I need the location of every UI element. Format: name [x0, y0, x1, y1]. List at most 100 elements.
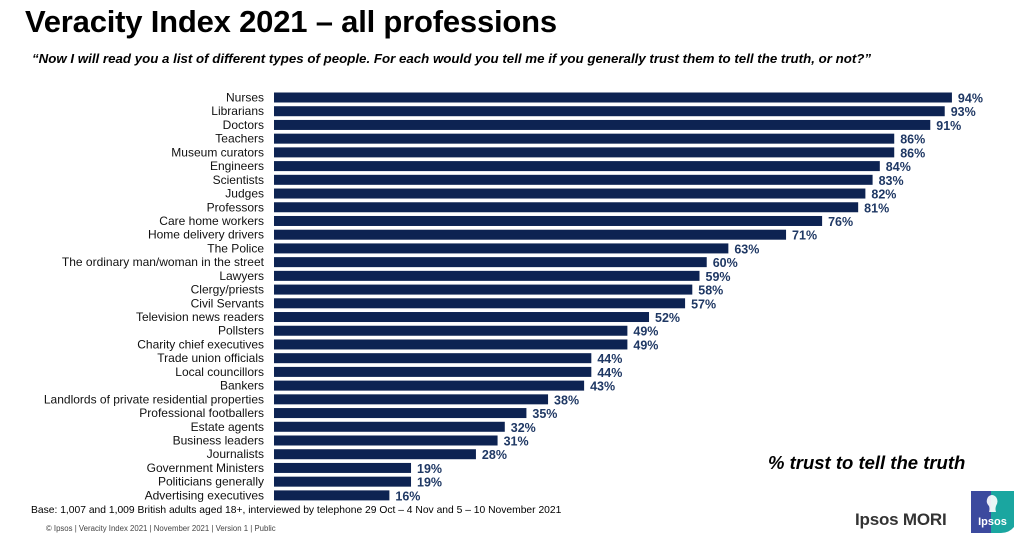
bar — [274, 119, 931, 130]
category-label: Clergy/priests — [191, 283, 264, 297]
value-label: 82% — [871, 188, 896, 202]
bar — [274, 353, 592, 364]
bar — [274, 339, 628, 350]
brand-name: Ipsos MORI — [855, 510, 947, 529]
category-label: Pollsters — [218, 324, 264, 338]
category-label: Journalists — [207, 447, 264, 461]
bar — [274, 284, 693, 295]
category-label: Judges — [225, 187, 264, 201]
bar — [274, 298, 686, 309]
category-label: Charity chief executives — [137, 337, 264, 351]
logo-text: Ipsos — [978, 516, 1007, 528]
value-label: 19% — [417, 476, 442, 490]
value-label: 32% — [511, 421, 536, 435]
bar — [274, 174, 873, 185]
bar — [274, 257, 707, 268]
category-label: Politicians generally — [158, 475, 264, 489]
value-label: 49% — [633, 338, 658, 352]
category-label: Nurses — [226, 91, 264, 105]
bar — [274, 449, 476, 460]
category-label: Museum curators — [171, 145, 264, 159]
bar — [274, 476, 412, 487]
value-label: 76% — [828, 215, 853, 229]
value-label: 86% — [900, 133, 925, 147]
logo-left-panel — [971, 491, 991, 533]
bar — [274, 408, 527, 419]
bar — [274, 243, 729, 254]
logo-head-silhouette — [986, 495, 998, 512]
category-label: The ordinary man/woman in the street — [62, 255, 265, 269]
category-label: Trade union officials — [157, 351, 264, 365]
value-label: 43% — [590, 380, 615, 394]
bar — [274, 325, 628, 336]
bar — [274, 92, 952, 103]
category-label: Government Ministers — [147, 461, 264, 475]
category-label: Civil Servants — [191, 296, 264, 310]
bar — [274, 147, 895, 158]
category-label: Engineers — [210, 159, 264, 173]
bar — [274, 366, 592, 377]
value-label: 44% — [597, 352, 622, 366]
category-label: Local councillors — [175, 365, 264, 379]
bar — [274, 106, 945, 117]
bar — [274, 421, 505, 432]
bar — [274, 188, 866, 199]
value-label: 19% — [417, 462, 442, 476]
category-label: Librarians — [211, 104, 264, 118]
bar — [274, 215, 823, 226]
bar — [274, 490, 390, 501]
value-label: 44% — [597, 366, 622, 380]
bar — [274, 161, 880, 172]
bar — [274, 270, 700, 281]
bar — [274, 202, 859, 213]
survey-question: “Now I will read you a list of different… — [32, 51, 872, 66]
bar — [274, 462, 412, 473]
value-label: 52% — [655, 311, 680, 325]
value-label: 60% — [713, 256, 738, 270]
category-label: Doctors — [223, 118, 264, 132]
category-label: Care home workers — [159, 214, 264, 228]
value-label: 49% — [633, 325, 658, 339]
category-label: Advertising executives — [145, 488, 264, 502]
category-label: Landlords of private residential propert… — [44, 392, 264, 406]
value-label: 86% — [900, 146, 925, 160]
footer-note: © Ipsos | Veracity Index 2021 | November… — [46, 524, 276, 533]
value-label: 35% — [532, 407, 557, 421]
category-label: Scientists — [213, 173, 264, 187]
base-note: Base: 1,007 and 1,009 British adults age… — [31, 505, 562, 516]
ipsos-logo: Ipsos — [971, 491, 1014, 533]
value-label: 59% — [706, 270, 731, 284]
bar — [274, 133, 895, 144]
value-label: 91% — [936, 119, 961, 133]
value-label: 83% — [879, 174, 904, 188]
value-label: 93% — [951, 105, 976, 119]
bar — [274, 435, 498, 446]
bar — [274, 229, 787, 240]
value-label: 71% — [792, 229, 817, 243]
value-label: 94% — [958, 92, 983, 106]
value-label: 28% — [482, 448, 507, 462]
category-label: Lawyers — [219, 269, 264, 283]
value-label: 84% — [886, 160, 911, 174]
category-label: Television news readers — [136, 310, 264, 324]
value-label: 63% — [734, 242, 759, 256]
category-label: The Police — [207, 241, 264, 255]
bar — [274, 380, 585, 391]
category-label: Professors — [207, 200, 264, 214]
value-label: 58% — [698, 284, 723, 298]
category-label: Bankers — [220, 379, 264, 393]
value-label: 31% — [504, 435, 529, 449]
bar — [274, 394, 549, 405]
value-label: 38% — [554, 393, 579, 407]
bar — [274, 312, 650, 323]
category-label: Professional footballers — [139, 406, 264, 420]
value-label: 57% — [691, 297, 716, 311]
measure-label: % trust to tell the truth — [768, 452, 966, 473]
category-label: Teachers — [215, 132, 264, 146]
category-label: Estate agents — [191, 420, 264, 434]
category-label: Home delivery drivers — [148, 228, 264, 242]
category-label: Business leaders — [173, 434, 264, 448]
value-label: 81% — [864, 201, 889, 215]
value-label: 16% — [395, 489, 420, 503]
